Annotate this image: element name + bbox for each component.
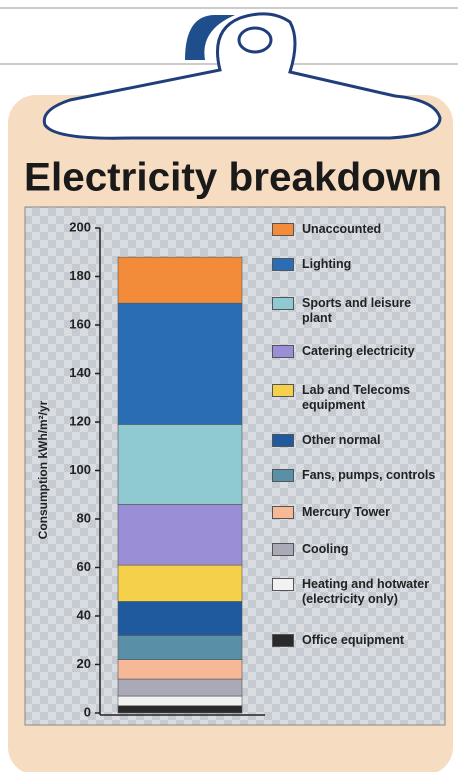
bar-segment xyxy=(117,678,243,697)
y-tick-label: 200 xyxy=(69,219,91,234)
legend-label: Catering electricity xyxy=(302,344,415,358)
y-tick-label: 0 xyxy=(84,704,91,719)
legend-swatch xyxy=(272,345,294,358)
legend-label: Unaccounted xyxy=(302,222,382,236)
bar-segment xyxy=(117,504,243,566)
legend-swatch xyxy=(272,297,294,310)
chart-title: Electricity breakdown xyxy=(24,156,442,200)
legend-swatch xyxy=(272,543,294,556)
legend-label: Other normal xyxy=(302,433,381,447)
legend-label: Lighting xyxy=(302,257,352,271)
legend-swatch xyxy=(272,506,294,519)
legend-label: Office equipment xyxy=(302,633,405,647)
y-tick-label: 160 xyxy=(69,316,91,331)
bar-segment xyxy=(117,705,243,714)
header-decoration xyxy=(185,15,235,60)
y-tick-label: 40 xyxy=(77,607,91,622)
y-tick-label: 180 xyxy=(69,268,91,283)
legend-entry: Unaccounted xyxy=(272,222,444,237)
hanger xyxy=(42,12,442,140)
legend-entry: Catering electricity xyxy=(272,344,444,359)
bar-segment xyxy=(117,601,243,636)
bar-segment xyxy=(117,564,243,602)
y-tick-label: 20 xyxy=(77,656,91,671)
legend-label: Sports and leisure plant xyxy=(302,296,412,325)
legend-swatch xyxy=(272,384,294,397)
legend-label: Lab and Telecoms equipment xyxy=(302,383,411,412)
legend-entry: Mercury Tower xyxy=(272,505,444,520)
legend-swatch xyxy=(272,634,294,647)
legend-swatch xyxy=(272,223,294,236)
bar-segment xyxy=(117,302,243,425)
legend-label: Cooling xyxy=(302,542,349,556)
bar-segment xyxy=(117,256,243,304)
y-tick-label: 80 xyxy=(77,510,91,525)
bar-segment xyxy=(117,635,243,660)
y-tick-label: 60 xyxy=(77,559,91,574)
legend-label: Mercury Tower xyxy=(302,505,390,519)
bar-segment xyxy=(117,695,243,707)
legend-entry: Cooling xyxy=(272,542,444,557)
bar-segment xyxy=(117,659,243,680)
legend-entry: Lighting xyxy=(272,257,444,272)
legend-entry: Other normal xyxy=(272,433,444,448)
legend-entry: Heating and hotwater (electricity only) xyxy=(272,577,444,607)
legend-entry: Sports and leisure plant xyxy=(272,296,444,326)
bar-segment xyxy=(117,424,243,505)
y-tick-label: 120 xyxy=(69,413,91,428)
y-axis-label: Consumption kWh/m²/yr xyxy=(36,400,50,539)
legend-swatch xyxy=(272,578,294,591)
legend-entry: Office equipment xyxy=(272,633,444,648)
y-tick-label: 140 xyxy=(69,365,91,380)
legend-swatch xyxy=(272,434,294,447)
y-tick-label: 100 xyxy=(69,462,91,477)
legend-label: Fans, pumps, controls xyxy=(302,468,436,482)
legend-label: Heating and hotwater (electricity only) xyxy=(302,577,430,606)
hanger-hole xyxy=(237,26,273,54)
legend: Unaccounted Lighting Sports and leisure pl… xyxy=(272,222,444,648)
legend-entry: Lab and Telecoms equipment xyxy=(272,383,444,413)
legend-swatch xyxy=(272,469,294,482)
legend-swatch xyxy=(272,258,294,271)
legend-entry: Fans, pumps, controls xyxy=(272,468,444,483)
